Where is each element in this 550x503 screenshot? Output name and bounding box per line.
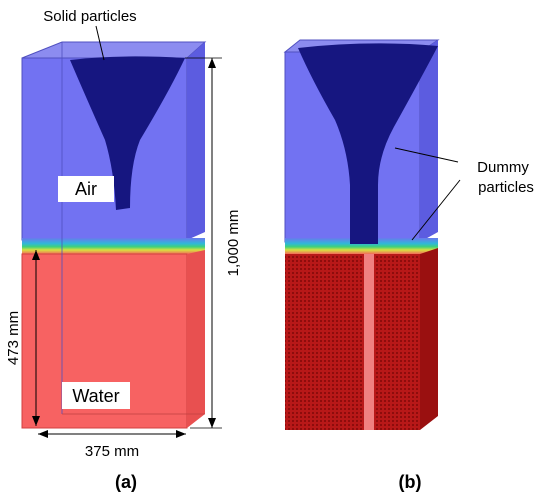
panel-label: (b) bbox=[399, 472, 422, 492]
solid-particles-label: Solid particles bbox=[43, 8, 136, 25]
height-label: 1,000 mm bbox=[225, 210, 242, 277]
arrow bbox=[38, 430, 48, 438]
air-side bbox=[187, 42, 205, 240]
stem-gap bbox=[364, 254, 374, 430]
arrow bbox=[32, 250, 40, 260]
arrow bbox=[32, 416, 40, 426]
dummy-funnel bbox=[298, 43, 438, 244]
panel-b: Dummy particles (b) bbox=[283, 39, 534, 492]
dummy-label: particles bbox=[478, 179, 534, 196]
water-particles bbox=[285, 254, 420, 430]
arrow bbox=[208, 418, 216, 428]
water-side bbox=[187, 250, 205, 428]
box-top bbox=[21, 41, 207, 59]
air-label: Air bbox=[75, 179, 97, 199]
width-label: 375 mm bbox=[85, 443, 139, 460]
arrow bbox=[176, 430, 186, 438]
leader-line bbox=[411, 179, 461, 241]
label-box bbox=[62, 382, 130, 409]
air-side bbox=[420, 40, 438, 242]
dummy-label: Dummy bbox=[477, 159, 529, 176]
panel-label: (a) bbox=[115, 472, 137, 492]
label-box bbox=[58, 176, 114, 202]
interface-band bbox=[22, 238, 205, 254]
water-label: Water bbox=[72, 386, 119, 406]
water-side bbox=[420, 248, 438, 430]
solid-particles bbox=[70, 56, 185, 211]
leader-line bbox=[394, 147, 459, 163]
panel-a: Solid particles Air Water 1,000 mm 473 m… bbox=[5, 8, 242, 492]
water-depth-label: 473 mm bbox=[5, 311, 22, 365]
leader-line bbox=[95, 25, 105, 61]
interface-band bbox=[285, 238, 438, 254]
arrow bbox=[208, 58, 216, 68]
